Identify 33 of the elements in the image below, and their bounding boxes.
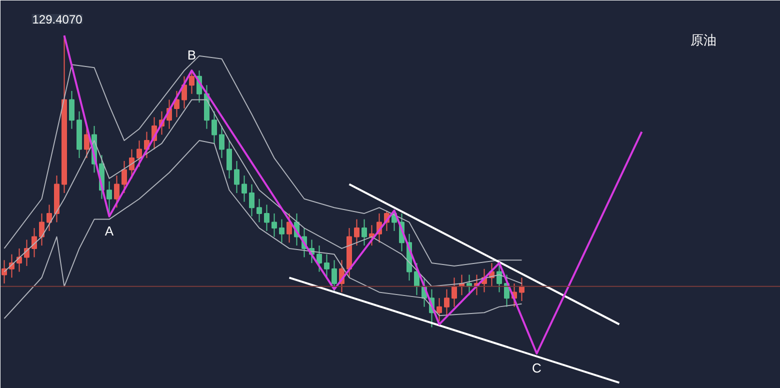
candlestick [122,160,127,194]
candlestick [69,90,74,130]
candlestick [362,218,367,246]
candlestick [286,212,292,244]
candlestick [226,140,232,179]
candlestick [46,204,52,232]
annotation: A [104,223,114,238]
candlestick [256,198,262,223]
candlestick [249,184,254,217]
text: 129.4070 [32,12,83,27]
candlestick [136,140,142,168]
candlestick [272,212,277,238]
candlestick [189,70,194,94]
candlestick [332,260,337,293]
candlestick [264,204,270,232]
chart-title: 原油 [690,34,716,48]
candlestick [242,175,247,202]
candlestick [316,245,322,272]
candlestick [219,125,224,159]
candlestick [354,218,360,246]
candlestick [114,175,120,208]
candlestick [39,212,44,246]
candlestick [324,254,330,278]
candlestick [212,110,217,144]
candlestick [279,218,284,244]
candlestick [496,262,502,293]
annotation: C [532,360,542,376]
candlestick [234,160,240,194]
annotation: B [187,48,196,63]
candlestick [444,288,450,316]
candlestick [436,298,442,322]
candlestick [174,90,180,118]
candlestick [452,277,457,308]
